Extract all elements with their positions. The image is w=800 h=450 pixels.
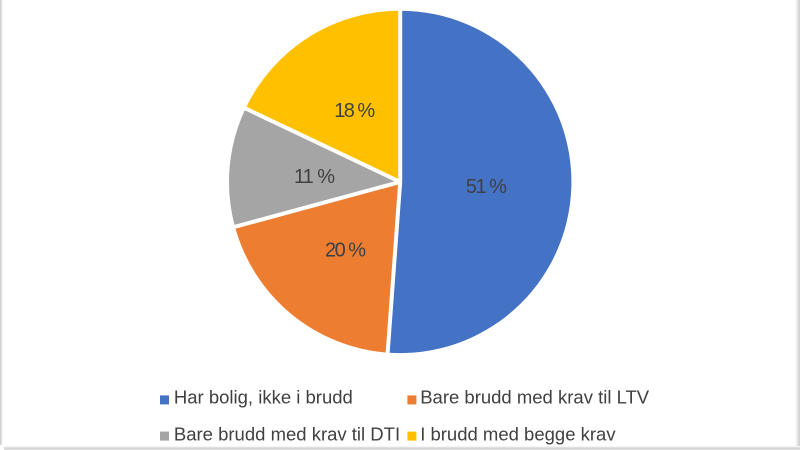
svg-text:18 %: 18 %	[334, 100, 375, 122]
svg-text:51 %: 51 %	[466, 176, 507, 198]
svg-text:Bare brudd med krav til LTV: Bare brudd med krav til LTV	[420, 387, 650, 408]
svg-text:20 %: 20 %	[325, 239, 366, 261]
svg-text:Har bolig, ikke i brudd: Har bolig, ikke i brudd	[174, 387, 353, 408]
svg-text:11 %: 11 %	[294, 166, 335, 188]
svg-text:I brudd med begge krav: I brudd med begge krav	[420, 424, 616, 445]
svg-text:Bare brudd med krav til DTI: Bare brudd med krav til DTI	[174, 424, 400, 445]
